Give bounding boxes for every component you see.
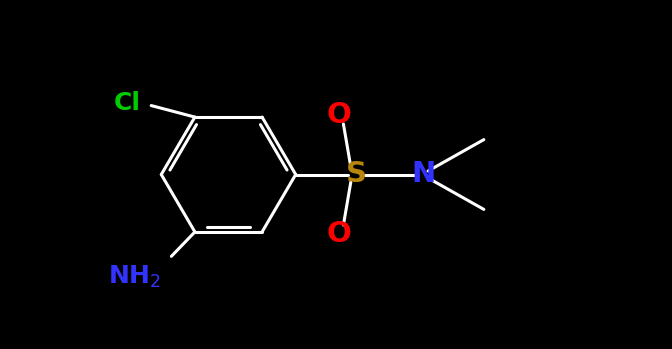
Text: Cl: Cl bbox=[114, 91, 141, 115]
Text: NH$_2$: NH$_2$ bbox=[108, 263, 161, 290]
Text: O: O bbox=[327, 220, 352, 248]
Text: S: S bbox=[345, 161, 367, 188]
Text: N: N bbox=[411, 161, 435, 188]
Text: O: O bbox=[327, 101, 352, 129]
